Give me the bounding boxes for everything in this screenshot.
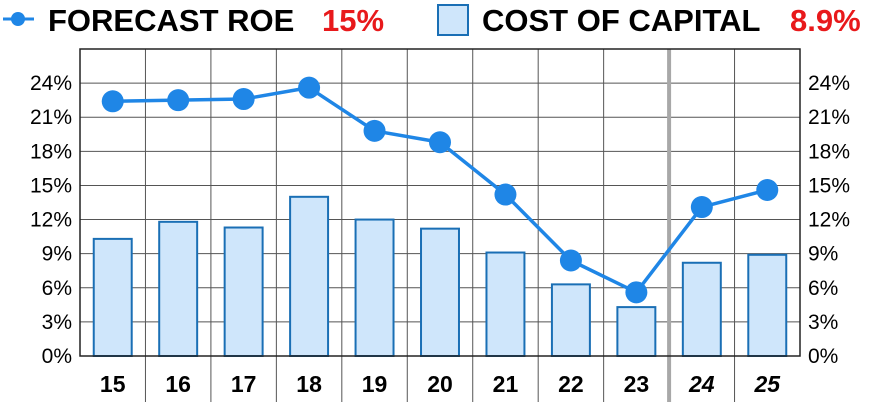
y-tick-label-right: 0% [808,345,838,368]
point-forecast-roe [429,131,451,154]
y-axis-right: 0% 3% 6% 9% 12% 15% 18% 21% 24% [808,72,850,368]
y-tick-label-left: 0% [42,345,72,368]
x-tick-label: 20 [427,371,453,397]
y-tick-label-right: 9% [808,243,838,266]
x-tick-label: 15 [100,371,126,397]
legend-roe-label: FORECAST ROE [48,3,294,38]
point-forecast-roe [494,183,517,206]
y-tick-label-left: 3% [42,311,72,334]
x-tick-label: 17 [231,371,257,397]
legend-roe-value: 15% [322,3,384,38]
point-forecast-roe [232,88,255,111]
point-forecast-roe [101,90,124,113]
x-tick-label: 22 [558,371,584,397]
line-series [101,76,779,304]
bar-cost-of-capital [747,253,788,358]
legend-coc-label: COST OF CAPITAL [482,3,760,38]
bar-cost-of-capital [420,227,460,357]
point-forecast-roe [756,178,779,201]
y-axis-left: 0% 3% 6% 9% 12% 15% 18% 21% 24% [30,72,72,368]
y-tick-label-left: 15% [30,174,72,197]
point-forecast-roe [363,119,386,142]
bar-cost-of-capital [223,226,264,357]
x-tick-label: 24 [688,371,715,397]
y-tick-label-left: 18% [30,140,72,163]
y-tick-label-left: 21% [30,106,72,129]
y-tick-label-left: 24% [30,72,72,95]
y-tick-label-right: 12% [808,209,850,232]
bar-cost-of-capital [616,306,657,358]
plot-frame [79,48,801,357]
gridlines [80,49,800,402]
x-tick-label: 16 [165,371,191,397]
legend: FORECAST ROE 15% COST OF CAPITAL 8.9% [3,3,861,38]
x-tick-label: 18 [296,371,322,397]
y-tick-label-right: 24% [808,72,850,95]
y-tick-label-right: 6% [808,277,838,300]
bar-cost-of-capital [550,283,591,357]
y-tick-label-right: 18% [808,140,850,163]
y-tick-label-right: 15% [808,174,850,197]
legend-line-dot [11,12,25,26]
bar-cost-of-capital [485,251,526,357]
legend-bar-swatch [437,4,469,36]
x-tick-label: 19 [362,371,388,397]
bar-series [92,195,788,358]
y-tick-label-left: 6% [42,277,72,300]
point-forecast-roe [559,249,582,272]
point-forecast-roe [690,196,713,219]
point-forecast-roe [298,76,321,99]
bar-cost-of-capital [92,237,133,357]
y-tick-label-right: 3% [808,311,838,334]
bar-cost-of-capital [158,220,199,357]
point-forecast-roe [625,281,648,304]
x-tick-label: 23 [624,371,650,397]
y-tick-label-left: 12% [30,209,72,232]
x-tick-label: 21 [493,371,519,397]
legend-coc-value: 8.9% [790,3,861,38]
bar-cost-of-capital [354,218,395,357]
y-tick-label-right: 21% [808,106,850,129]
x-axis: 15 16 17 18 19 20 21 22 23 24 25 [100,371,781,397]
x-tick-label: 25 [753,371,781,397]
point-forecast-roe [167,89,190,112]
y-tick-label-left: 9% [42,243,72,266]
bar-cost-of-capital [289,195,330,357]
bar-cost-of-capital [681,261,722,358]
